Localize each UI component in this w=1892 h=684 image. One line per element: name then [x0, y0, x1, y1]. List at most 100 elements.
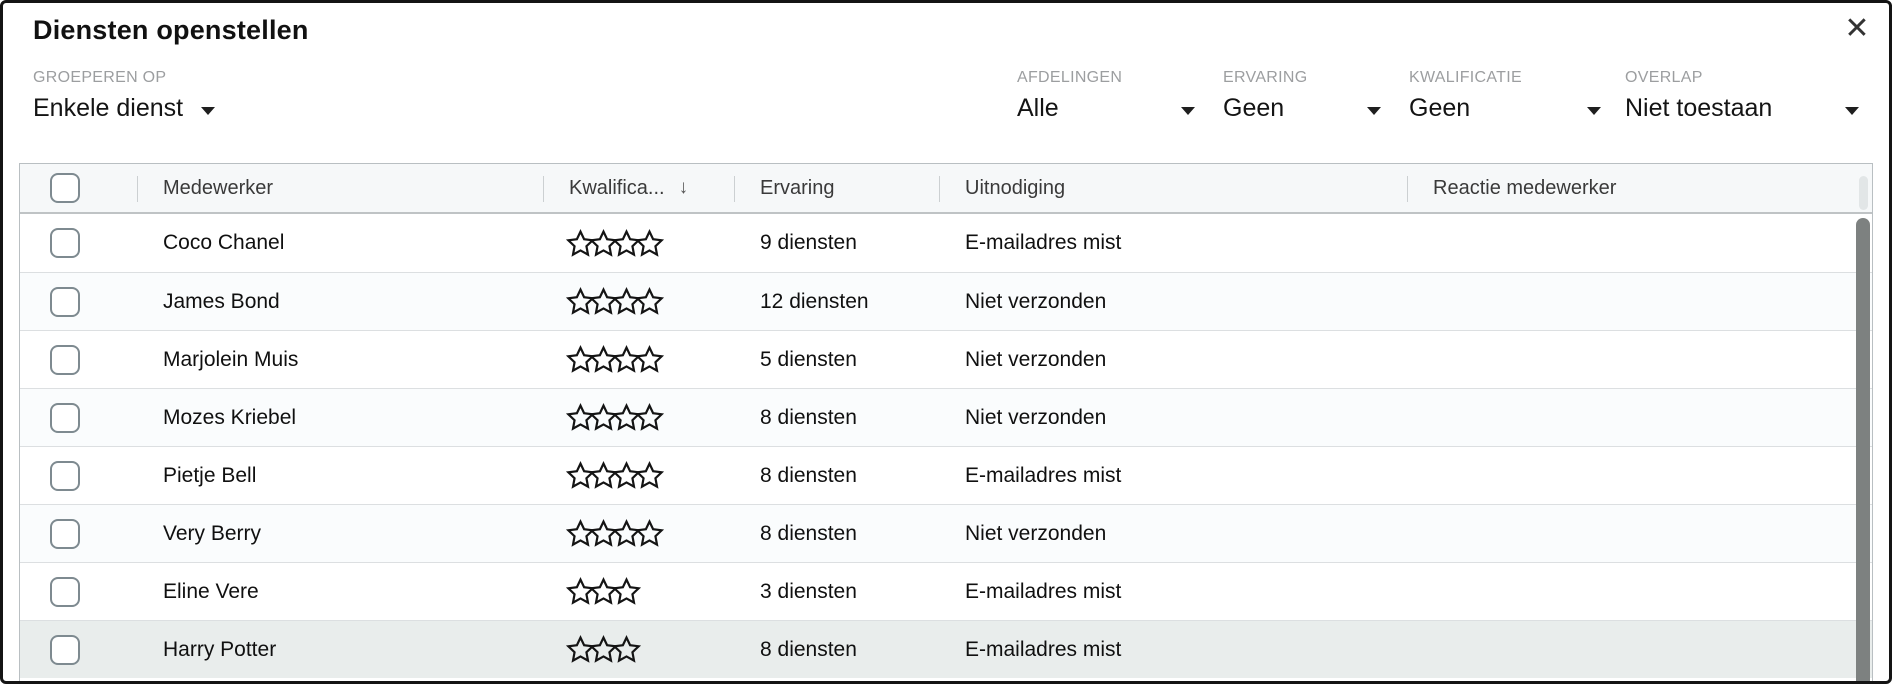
table-body: Coco Chanel 9 diensten E-mailadres mist Jam… — [20, 214, 1872, 678]
overlap-value: Niet toestaan — [1625, 94, 1773, 122]
overlap-dropdown[interactable]: Niet toestaan — [1625, 94, 1859, 123]
star-outline-icon — [611, 635, 642, 663]
vertical-scrollbar[interactable] — [1854, 164, 1870, 681]
column-header-uitnodiging[interactable]: Uitnodiging — [939, 164, 1407, 212]
row-checkbox[interactable] — [50, 286, 80, 317]
row-checkbox[interactable] — [50, 518, 80, 549]
filter-group-kwalificatie: KWALIFICATIE Geen — [1409, 69, 1601, 123]
medewerker-name: Coco Chanel — [163, 231, 285, 254]
table-row[interactable]: Very Berry 8 diensten Niet verzonden — [20, 504, 1872, 562]
afdelingen-dropdown[interactable]: Alle — [1017, 94, 1195, 123]
chevron-down-icon — [201, 106, 216, 115]
table-row[interactable]: Pietje Bell 8 diensten E-mailadres mist — [20, 446, 1872, 504]
star-outline-icon — [611, 577, 642, 605]
kwalificatie-stars — [543, 228, 734, 259]
column-header-label: Ervaring — [760, 176, 835, 199]
right-filters: AFDELINGEN Alle ERVARING Geen KWALIFICATIE Ge… — [1017, 69, 1859, 123]
kwalificatie-stars — [543, 402, 734, 433]
column-header-label: Uitnodiging — [965, 176, 1066, 199]
sort-desc-icon: ↓ — [678, 177, 689, 198]
row-checkbox[interactable] — [50, 402, 80, 433]
uitnodiging-status: E-mailadres mist — [965, 579, 1122, 603]
select-all-header[interactable] — [20, 164, 137, 212]
star-outline-icon — [634, 403, 665, 431]
medewerker-name: Harry Potter — [163, 637, 277, 661]
filter-group-overlap: OVERLAP Niet toestaan — [1625, 69, 1859, 123]
ervaring-value: 3 diensten — [760, 579, 857, 603]
filter-label-kwalificatie: KWALIFICATIE — [1409, 69, 1522, 86]
afdelingen-value: Alle — [1017, 94, 1059, 122]
star-outline-icon — [634, 519, 665, 547]
medewerker-name: Pietje Bell — [163, 463, 257, 487]
kwalificatie-stars — [543, 286, 734, 317]
row-checkbox-cell — [20, 460, 137, 491]
table-row[interactable]: Harry Potter 8 diensten E-mailadres mist — [20, 620, 1872, 678]
medewerker-name: Eline Vere — [163, 579, 259, 603]
column-header-label: Medewerker — [163, 176, 274, 199]
ervaring-value: 8 diensten — [760, 521, 857, 545]
ervaring-value: 5 diensten — [760, 347, 857, 371]
select-all-checkbox[interactable] — [50, 173, 80, 203]
medewerker-name: James Bond — [163, 289, 280, 313]
table-row[interactable]: Mozes Kriebel 8 diensten Niet verzonden — [20, 388, 1872, 446]
row-checkbox-cell — [20, 576, 137, 607]
ervaring-value: 9 diensten — [760, 231, 857, 254]
column-header-label: Kwalifica... — [569, 176, 665, 199]
medewerker-name: Very Berry — [163, 521, 262, 545]
row-checkbox[interactable] — [50, 634, 80, 665]
column-header-kwalificatie[interactable]: Kwalifica... ↓ — [543, 164, 734, 212]
filter-group-afdelingen: AFDELINGEN Alle — [1017, 69, 1195, 123]
ervaring-value: Geen — [1223, 94, 1285, 122]
ervaring-value: 8 diensten — [760, 637, 857, 661]
star-outline-icon — [634, 287, 665, 315]
filter-group-ervaring: ERVARING Geen — [1223, 69, 1381, 123]
filter-label-ervaring: ERVARING — [1223, 69, 1308, 86]
uitnodiging-status: Niet verzonden — [965, 521, 1107, 545]
table-row[interactable]: Coco Chanel 9 diensten E-mailadres mist — [20, 214, 1872, 272]
table-row[interactable]: James Bond 12 diensten Niet verzonden — [20, 272, 1872, 330]
star-outline-icon — [634, 461, 665, 489]
filter-bar: GROEPEREN OP Enkele dienst AFDELINGEN All… — [33, 69, 1859, 123]
kwalificatie-stars — [543, 460, 734, 491]
kwalificatie-stars — [543, 344, 734, 375]
scrollbar-track — [1859, 176, 1868, 210]
row-checkbox-cell — [20, 286, 137, 317]
filter-label-groeperen-op: GROEPEREN OP — [33, 69, 167, 86]
column-header-label: Reactie medewerker — [1433, 176, 1617, 199]
row-checkbox-cell — [20, 518, 137, 549]
ervaring-value: 8 diensten — [760, 463, 857, 487]
close-icon[interactable]: ✕ — [1844, 12, 1870, 45]
ervaring-dropdown[interactable]: Geen — [1223, 94, 1381, 123]
row-checkbox-cell — [20, 402, 137, 433]
row-checkbox[interactable] — [50, 460, 80, 491]
kwalificatie-value: Geen — [1409, 94, 1471, 122]
groeperen-op-dropdown[interactable]: Enkele dienst — [33, 94, 216, 123]
uitnodiging-status: E-mailadres mist — [965, 637, 1122, 661]
chevron-down-icon — [1845, 106, 1859, 115]
row-checkbox-cell — [20, 634, 137, 665]
table-header-row: Medewerker Kwalifica... ↓ Ervaring Uitnodigi… — [20, 164, 1872, 214]
star-outline-icon — [634, 228, 665, 257]
row-checkbox[interactable] — [50, 576, 80, 607]
column-header-reactie[interactable]: Reactie medewerker — [1407, 164, 1872, 212]
uitnodiging-status: Niet verzonden — [965, 405, 1107, 429]
row-checkbox-cell — [20, 344, 137, 375]
medewerker-name: Mozes Kriebel — [163, 405, 297, 429]
table-row[interactable]: Eline Vere 3 diensten E-mailadres mist — [20, 562, 1872, 620]
table-row[interactable]: Marjolein Muis 5 diensten Niet verzonden — [20, 330, 1872, 388]
filter-label-afdelingen: AFDELINGEN — [1017, 69, 1123, 86]
chevron-down-icon — [1367, 106, 1381, 115]
row-checkbox[interactable] — [50, 344, 80, 375]
scrollbar-thumb[interactable] — [1856, 218, 1870, 681]
groeperen-op-value: Enkele dienst — [33, 94, 184, 122]
kwalificatie-dropdown[interactable]: Geen — [1409, 94, 1601, 123]
uitnodiging-status: E-mailadres mist — [965, 463, 1122, 487]
star-outline-icon — [634, 345, 665, 373]
column-header-medewerker[interactable]: Medewerker — [137, 164, 543, 212]
row-checkbox[interactable] — [50, 228, 80, 258]
modal-title: Diensten openstellen — [33, 15, 309, 45]
medewerker-name: Marjolein Muis — [163, 347, 299, 371]
column-header-ervaring[interactable]: Ervaring — [734, 164, 939, 212]
medewerkers-table: Medewerker Kwalifica... ↓ Ervaring Uitnodigi… — [19, 163, 1873, 681]
